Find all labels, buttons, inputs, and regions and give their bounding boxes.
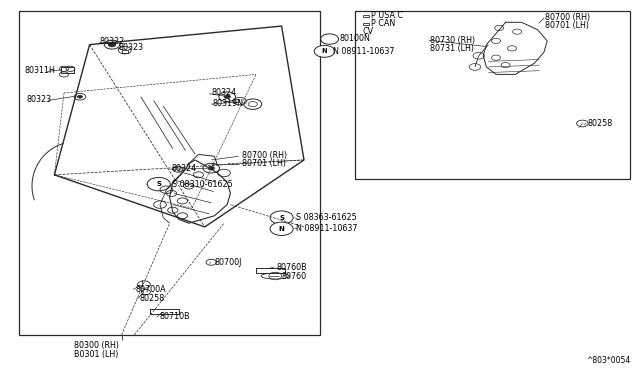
Text: 80700 (RH): 80700 (RH) <box>242 151 287 160</box>
Circle shape <box>314 45 335 57</box>
Circle shape <box>224 95 230 99</box>
Text: CV: CV <box>363 27 374 36</box>
Text: N: N <box>278 226 285 232</box>
Circle shape <box>208 166 214 170</box>
Text: 80731 (LH): 80731 (LH) <box>430 44 474 53</box>
Text: 80319N: 80319N <box>212 99 243 108</box>
Bar <box>363 23 369 25</box>
Text: 80258: 80258 <box>588 119 612 128</box>
Circle shape <box>108 42 116 47</box>
Circle shape <box>147 177 170 191</box>
Text: ^803*0054: ^803*0054 <box>586 356 630 365</box>
Text: 80323: 80323 <box>27 95 52 104</box>
Text: 80323: 80323 <box>118 43 143 52</box>
Text: P USA.C: P USA.C <box>371 12 403 20</box>
Text: 80701 (LH): 80701 (LH) <box>545 21 589 30</box>
Circle shape <box>77 95 83 98</box>
Text: 80700 (RH): 80700 (RH) <box>545 13 591 22</box>
Bar <box>234 99 239 102</box>
Text: 80730 (RH): 80730 (RH) <box>430 36 476 45</box>
Text: S 08310-61625: S 08310-61625 <box>172 180 232 189</box>
Circle shape <box>270 222 293 235</box>
Text: S 08363-61625: S 08363-61625 <box>296 214 356 222</box>
Text: 80100N: 80100N <box>339 34 370 43</box>
Text: 80322: 80322 <box>99 37 124 46</box>
Text: N: N <box>322 48 327 54</box>
Bar <box>363 15 369 17</box>
Text: 80258: 80258 <box>140 294 164 303</box>
Text: B0301 (LH): B0301 (LH) <box>74 350 118 359</box>
Text: 80760B: 80760B <box>276 263 307 272</box>
Bar <box>122 50 128 53</box>
Text: S: S <box>279 215 284 221</box>
Text: 80300 (RH): 80300 (RH) <box>74 341 118 350</box>
Circle shape <box>270 211 293 224</box>
Text: 80324: 80324 <box>172 164 196 173</box>
Text: P CAN: P CAN <box>371 19 396 28</box>
Text: 80710B: 80710B <box>160 312 191 321</box>
Text: N 08911-10637: N 08911-10637 <box>333 47 394 56</box>
Text: S: S <box>156 181 161 187</box>
Text: 80700A: 80700A <box>136 285 166 294</box>
Text: 80700J: 80700J <box>214 258 242 267</box>
Text: 80311H: 80311H <box>24 66 55 75</box>
Bar <box>19 11 320 335</box>
Text: 80760: 80760 <box>282 272 307 280</box>
Text: 80701 (LH): 80701 (LH) <box>242 159 286 168</box>
Bar <box>355 11 630 179</box>
Text: 80324: 80324 <box>211 88 236 97</box>
Text: N 08911-10637: N 08911-10637 <box>296 224 357 232</box>
